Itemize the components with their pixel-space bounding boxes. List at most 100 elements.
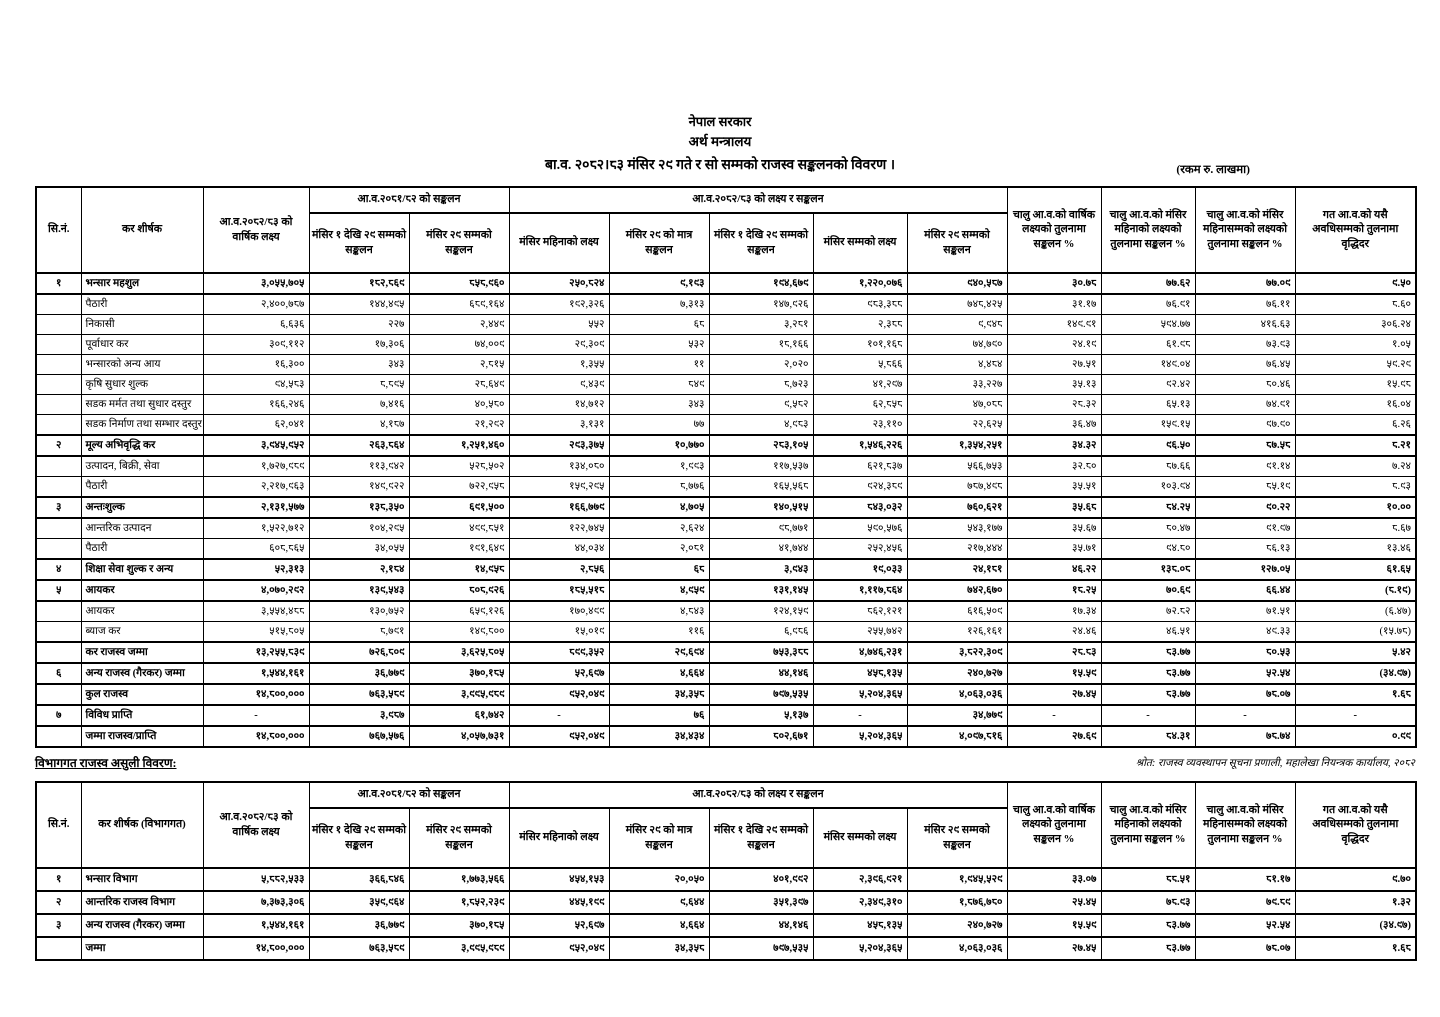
value-cell: १,२५१,४६० xyxy=(408,433,510,457)
tax-heading-cell: विविध प्राप्ति xyxy=(80,703,204,727)
value-cell: १६६,२४६ xyxy=(202,393,310,415)
value-cell: ६.२६ xyxy=(1294,413,1417,436)
col-growth-rate: गत आ.व.को यसै अवधिसम्मको तुलनामा वृद्धिद… xyxy=(1294,781,1417,869)
value-cell: ०.९९ xyxy=(1294,724,1417,748)
serial-cell xyxy=(35,620,82,643)
value-cell: ४,८४३ xyxy=(608,600,710,622)
value-cell: ११७,५३७ xyxy=(708,455,814,477)
value-cell: ३३.०७ xyxy=(1006,866,1102,892)
value-cell: १४९.९१ xyxy=(1006,313,1102,335)
value-cell: ३०.७८ xyxy=(1006,271,1102,295)
table-row: जम्मा राजस्व/प्राप्ति १४,८००,००० ७६७,५७६ ४,… xyxy=(35,724,1417,748)
value-cell: १३०,७५२ xyxy=(308,600,410,622)
value-cell: ५६६,७५३ xyxy=(906,455,1008,477)
value-cell: २,२१७,९६३ xyxy=(202,475,310,498)
tax-heading-cell: कुल राजस्व xyxy=(80,682,204,706)
value-cell: ७६ xyxy=(608,703,710,727)
tax-heading-cell: आयकर xyxy=(80,578,204,602)
col-pct-annual: चालु आ.व.को वार्षिक लक्ष्यको तुलनामा सङ्… xyxy=(1006,186,1102,274)
group-prev-fy: आ.व.२०८१/८२ को सङ्कलन xyxy=(308,186,510,214)
value-cell: ६१६,५०९ xyxy=(906,600,1008,622)
value-cell: ९७.९० xyxy=(1194,413,1296,436)
value-cell: २५२,४५६ xyxy=(812,537,908,560)
value-cell: ३,९९५,९८९ xyxy=(408,682,510,706)
value-cell: ७२६,८०९ xyxy=(308,640,410,664)
value-cell: ४,०६३,०३६ xyxy=(906,935,1008,961)
serial-cell xyxy=(35,517,82,539)
value-cell: (३४.९७) xyxy=(1294,661,1417,685)
value-cell: ७८७,४९८ xyxy=(906,475,1008,498)
value-cell: ३२.८० xyxy=(1006,455,1102,477)
tax-heading-cell: निकासी xyxy=(80,313,204,335)
value-cell: ७७ xyxy=(608,413,710,436)
value-cell: ७४.९१ xyxy=(1194,393,1296,415)
serial-cell xyxy=(35,640,82,664)
value-cell: ७६७,५७६ xyxy=(308,724,410,748)
value-cell: १२४,१५९ xyxy=(708,600,814,622)
value-cell: - xyxy=(202,703,310,727)
value-cell: ६,९८६ xyxy=(708,620,814,643)
value-cell: १५.५९ xyxy=(1006,912,1102,938)
serial-cell xyxy=(35,724,82,748)
value-cell: ४१,७४४ xyxy=(708,537,814,560)
table-row: पैठारी २,४००,७८७ १४४,४९५ ६८९,१६४ १९२,३२६ ७,३१… xyxy=(35,293,1417,315)
value-cell: ७४,७९० xyxy=(906,333,1008,355)
value-cell: १३.४६ xyxy=(1294,537,1417,560)
value-cell: ६५.१३ xyxy=(1100,393,1196,415)
value-cell: ४,०९७,८१६ xyxy=(906,724,1008,748)
value-cell: १५९,२९५ xyxy=(508,475,610,498)
value-cell: ६८९,१६४ xyxy=(408,293,510,315)
tax-heading-cell: शिक्षा सेवा शुल्क र अन्य xyxy=(80,557,204,581)
value-cell: २५.४५ xyxy=(1006,889,1102,915)
value-cell: ४,१८७ xyxy=(308,413,410,436)
value-cell: ७,४१६ xyxy=(308,393,410,415)
value-cell: १४,८००,००० xyxy=(202,935,310,961)
value-cell: ३४,३५८ xyxy=(608,682,710,706)
value-cell: १३,२५५,८३९ xyxy=(202,640,310,664)
value-cell: १७.३४ xyxy=(1006,600,1102,622)
value-cell: ३५.५१ xyxy=(1006,475,1102,498)
value-cell: ७६.११ xyxy=(1194,293,1296,315)
value-cell: १४९.०४ xyxy=(1100,353,1196,375)
government-name: नेपाल सरकार xyxy=(688,114,752,129)
value-cell: २२७ xyxy=(308,313,410,335)
value-cell: २९३,३७५ xyxy=(508,433,610,457)
serial-cell xyxy=(35,333,82,355)
value-cell: ७७.६२ xyxy=(1100,271,1196,295)
value-cell: ३६,७७९ xyxy=(308,661,410,685)
table-row: जम्मा १४,८००,००० ७६३,५८९ ३,९९५,९८९ ९५२,०४९ ३४… xyxy=(35,935,1417,961)
value-cell: ७७.०९ xyxy=(1194,271,1296,295)
value-cell: २,१८४ xyxy=(308,557,410,581)
value-cell: ७६.४५ xyxy=(1194,353,1296,375)
value-cell: ५,८६६ xyxy=(812,353,908,375)
value-cell: १३८,३५० xyxy=(308,495,410,519)
table-row: पैठारी ६०८,८६५ ३४,०५५ १९१,६४९ ४४,०३४ २,०८१ ४१,… xyxy=(35,537,1417,560)
value-cell: ६१,७४२ xyxy=(408,703,510,727)
value-cell: ९२.४२ xyxy=(1100,373,1196,395)
col-pct-month: चालु आ.व.को मंसिर महिनाको लक्ष्यको तुलना… xyxy=(1100,186,1196,274)
section2-header: विभागगत राजस्व असुली विवरण: श्रोत: राजस्… xyxy=(35,754,1415,772)
tax-heading-cell: जम्मा राजस्व/प्राप्ति xyxy=(80,724,204,748)
serial-cell xyxy=(35,537,82,560)
value-cell: ४,४८४ xyxy=(906,353,1008,375)
value-cell: ७६३,५८९ xyxy=(308,682,410,706)
value-cell: - xyxy=(1100,703,1196,727)
value-cell: ३५.६८ xyxy=(1006,495,1102,519)
tax-heading-cell: जम्मा xyxy=(80,935,204,961)
value-cell: २,४४९ xyxy=(408,313,510,335)
table-row: भन्सारको अन्य आय १६,३०० ३४३ २,८१५ १,३५५ ११ २,०… xyxy=(35,353,1417,375)
value-cell: ३,०५५,७०५ xyxy=(202,271,310,295)
group-current-fy: आ.व.२०८२/८३ को लक्ष्य र सङ्कलन xyxy=(508,781,1008,809)
table-row: १ भन्सार महशुल ३,०५५,७०५ १८२,८६९ ८५८,९६० २५०,… xyxy=(35,271,1417,295)
value-cell: ७६०,६२१ xyxy=(906,495,1008,519)
col-month-target: मंसिर महिनाको लक्ष्य xyxy=(508,212,610,274)
col-dept-heading: कर शीर्षक (विभागगत) xyxy=(80,781,204,869)
value-cell: ८०.५३ xyxy=(1194,640,1296,664)
value-cell: ३४,७७९ xyxy=(906,703,1008,727)
value-cell: ७०.६९ xyxy=(1100,578,1196,602)
serial-cell xyxy=(35,293,82,315)
value-cell: ४१,२९७ xyxy=(812,373,908,395)
value-cell: ८३.७७ xyxy=(1100,640,1196,664)
value-cell: ५९.२९ xyxy=(1294,353,1417,375)
value-cell: १.३२ xyxy=(1294,889,1417,915)
